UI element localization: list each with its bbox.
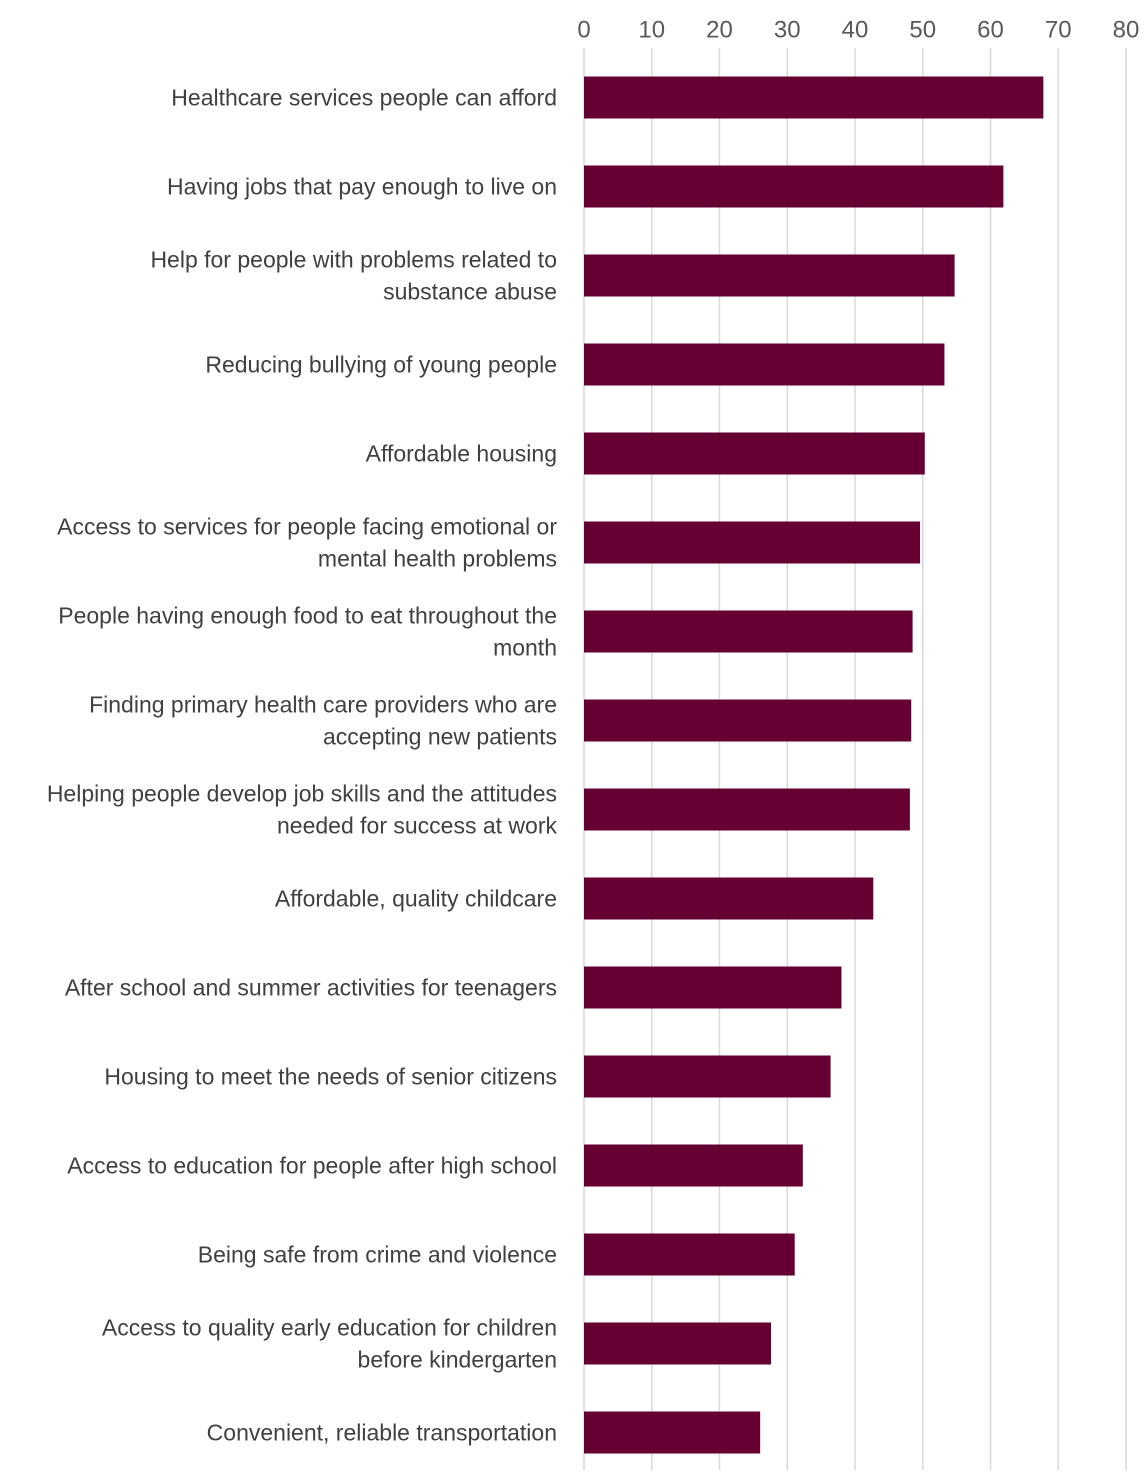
x-tick-label: 60 [977,17,1004,44]
category-label: Being safe from crime and violence [198,1242,557,1268]
category-label: substance abuse [383,279,557,305]
category-label: Access to services for people facing emo… [57,514,557,540]
category-label: Having jobs that pay enough to live on [167,174,557,200]
bar [584,610,913,653]
bars [584,76,1044,1454]
category-label: Affordable housing [366,441,557,467]
x-tick-label: 70 [1045,17,1072,44]
bar [584,432,925,475]
x-tick-label: 10 [638,17,665,44]
bar [584,1411,761,1454]
category-label: Helping people develop job skills and th… [47,781,557,807]
x-tick-label: 80 [1113,17,1140,44]
bar [584,1322,771,1365]
category-label: Reducing bullying of young people [205,352,557,378]
category-label: month [493,635,557,661]
category-label: needed for success at work [277,813,557,839]
category-label: Finding primary health care providers wh… [89,692,557,718]
x-tick-label: 50 [909,17,936,44]
category-label: After school and summer activities for t… [65,975,557,1001]
bar [584,343,945,386]
category-label: Access to education for people after hig… [67,1153,557,1179]
category-label: Convenient, reliable transportation [207,1420,557,1446]
bar [584,521,921,564]
category-label: mental health problems [318,546,557,572]
bar [584,254,955,297]
bar [584,1055,831,1098]
category-label: Access to quality early education for ch… [102,1315,557,1341]
category-label: before kindergarten [358,1347,557,1373]
x-tick-label: 0 [577,17,590,44]
category-label: Affordable, quality childcare [275,886,557,912]
bar [584,165,1004,208]
bar [584,966,842,1009]
category-labels: Healthcare services people can afford Hav… [47,85,558,1446]
x-tick-label: 30 [774,17,801,44]
bar [584,877,874,920]
category-label: Help for people with problems related to [150,247,557,273]
bar [584,788,910,831]
bar [584,699,912,742]
x-tick-label: 40 [842,17,869,44]
x-tick-label: 20 [706,17,733,44]
category-label: accepting new patients [323,724,557,750]
category-label: Healthcare services people can afford [171,85,557,111]
bar [584,1233,795,1276]
category-label: Housing to meet the needs of senior citi… [104,1064,557,1090]
x-axis-ticks: 0 10 20 30 40 50 60 70 80 [577,17,1139,44]
bar [584,76,1044,119]
bar [584,1144,803,1187]
category-label: People having enough food to eat through… [58,603,557,629]
